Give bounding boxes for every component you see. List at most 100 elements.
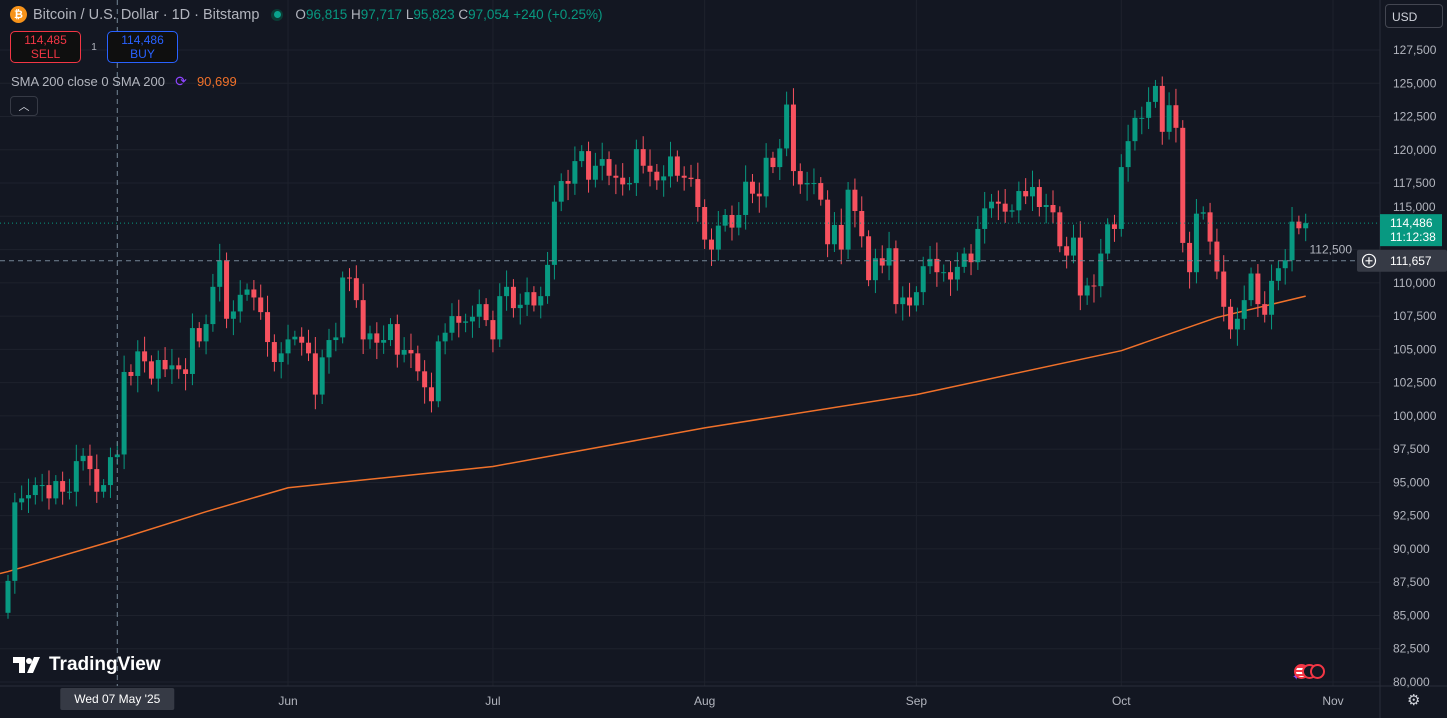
candle-body xyxy=(825,199,831,245)
candle xyxy=(661,165,667,197)
candle xyxy=(1146,87,1152,130)
candle-body xyxy=(681,175,687,178)
candle xyxy=(592,152,598,188)
add-alert-icon[interactable] xyxy=(1361,253,1377,268)
symbol-title[interactable]: Bitcoin / U.S. Dollar · 1D · Bitstamp xyxy=(33,6,260,23)
candle-body xyxy=(347,277,352,279)
candle-body xyxy=(749,181,755,194)
price-tick-label: 105,000 xyxy=(1393,342,1437,356)
candle-body xyxy=(483,304,489,321)
price-tick-label: 90,000 xyxy=(1393,542,1430,556)
candle-body xyxy=(292,336,298,340)
crosshair-date-label: Wed 07 May '25 xyxy=(74,692,160,706)
sell-button[interactable]: 114,485 SELL xyxy=(10,31,81,63)
buy-price: 114,486 xyxy=(121,33,164,47)
economic-events-icons[interactable] xyxy=(1294,664,1325,679)
candle xyxy=(456,299,462,338)
candle-body xyxy=(1296,221,1302,229)
collapse-legend-button[interactable]: ︿ xyxy=(10,96,38,116)
candle xyxy=(907,282,913,317)
candle xyxy=(401,337,407,363)
candle xyxy=(558,173,564,212)
candle xyxy=(237,280,243,323)
crosshair-price-badge xyxy=(1357,249,1447,272)
candle-body xyxy=(627,183,633,185)
candle-body xyxy=(374,333,380,343)
candle-body xyxy=(647,165,653,172)
candle-body xyxy=(1077,237,1083,296)
candle xyxy=(94,454,100,503)
candle-body xyxy=(1070,237,1076,256)
candle-body xyxy=(422,371,428,388)
candle-body xyxy=(394,324,400,355)
settings-gear-icon[interactable]: ⚙ xyxy=(1407,692,1421,709)
candle-body xyxy=(1043,205,1049,207)
currency-select[interactable]: USD xyxy=(1385,4,1443,28)
candle xyxy=(422,360,428,404)
candle xyxy=(142,336,148,373)
candle-body xyxy=(852,189,858,211)
candle xyxy=(545,251,551,304)
bitcoin-icon: ₿ xyxy=(10,6,27,23)
candle xyxy=(121,355,127,470)
candle-body xyxy=(893,248,899,305)
candle-body xyxy=(1146,101,1152,118)
sell-price: 114,485 xyxy=(24,33,67,47)
candle-body xyxy=(1214,241,1220,272)
candle-body xyxy=(572,161,578,184)
candle-body xyxy=(1036,187,1042,207)
candle xyxy=(859,196,865,248)
candle-body xyxy=(333,337,339,341)
candle xyxy=(695,162,701,222)
candle xyxy=(1002,189,1008,223)
candle xyxy=(1269,264,1275,330)
candle-body xyxy=(60,481,66,492)
candle-body xyxy=(1098,253,1104,287)
candle xyxy=(39,473,45,502)
time-tick-label: Jun xyxy=(278,694,297,708)
candle-body xyxy=(1187,242,1193,273)
candle xyxy=(1105,218,1111,260)
event-icon xyxy=(1310,664,1325,679)
price-tick-label: 120,000 xyxy=(1393,143,1437,157)
candle-body xyxy=(797,171,803,185)
tradingview-logo[interactable]: TradingView xyxy=(13,654,161,676)
candle-body xyxy=(5,580,11,613)
candle xyxy=(668,141,674,188)
candle-body xyxy=(708,239,714,250)
candle-body xyxy=(237,294,243,312)
candle-body xyxy=(620,177,626,185)
candle-body xyxy=(510,286,516,309)
candle-body xyxy=(53,481,59,499)
candle-body xyxy=(312,353,318,395)
candle-body xyxy=(538,296,544,306)
candle-body xyxy=(326,340,332,358)
market-status-icon[interactable] xyxy=(271,8,284,21)
candle xyxy=(524,277,530,316)
candle xyxy=(538,286,544,319)
candle xyxy=(627,177,633,191)
candle xyxy=(189,313,195,386)
candle-body xyxy=(12,502,18,581)
candle-body xyxy=(46,485,52,499)
candle-body xyxy=(695,179,701,207)
indicator-value: 90,699 xyxy=(196,73,237,89)
price-tick-label: 112,500 xyxy=(1310,243,1353,257)
candle xyxy=(982,191,988,244)
candle-body xyxy=(387,324,393,341)
candle-body xyxy=(763,157,769,197)
candle-body xyxy=(599,159,605,166)
indicator-legend[interactable]: SMA 200 close 0 SMA 200 ⟳ 90,699 xyxy=(11,73,237,89)
candle-body xyxy=(25,495,31,499)
candle xyxy=(845,181,851,260)
candle xyxy=(900,286,906,321)
candle xyxy=(640,136,646,174)
candle-body xyxy=(661,176,667,181)
close-value: 97,054 xyxy=(468,7,510,22)
buy-button[interactable]: 114,486 BUY xyxy=(107,31,178,63)
candle-body xyxy=(927,258,933,267)
price-tick-label: 100,000 xyxy=(1393,409,1437,423)
candle-body xyxy=(674,156,680,176)
candle xyxy=(312,336,318,410)
